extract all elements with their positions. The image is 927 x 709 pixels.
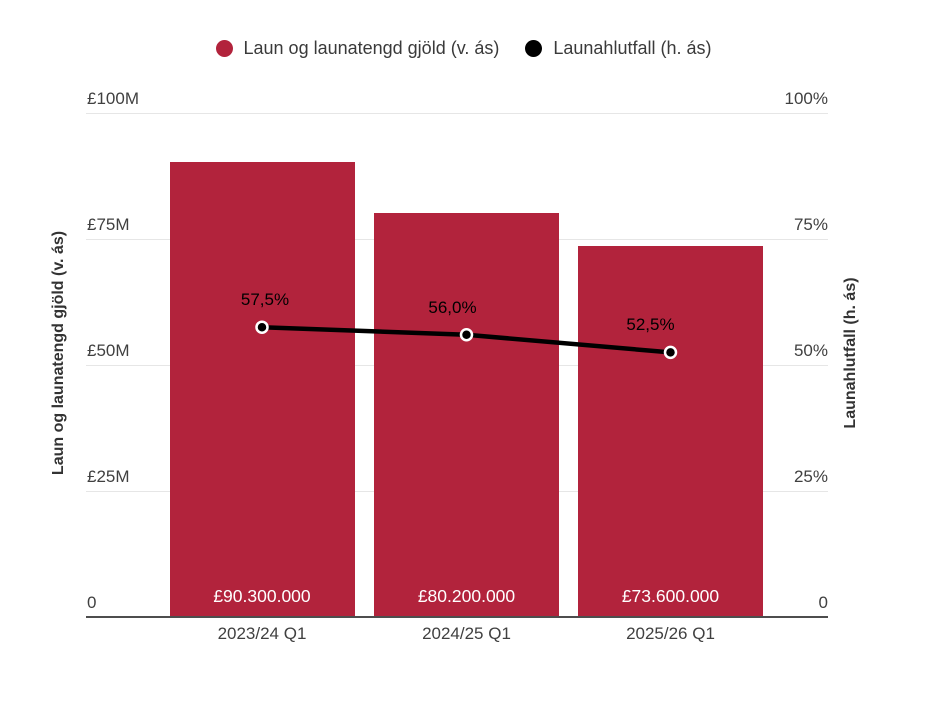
y-axis-tick-label-left: £25M (87, 467, 130, 486)
bar-value-label: £73.600.000 (621, 586, 720, 606)
legend-dot-icon (525, 39, 543, 57)
x-axis-label: 2025/26 Q1 (626, 624, 715, 643)
legend-item: Launahlutfall (h. ás) (525, 38, 711, 59)
bar[interactable] (374, 212, 559, 617)
bar[interactable] (578, 246, 763, 617)
x-axis-label: 2024/25 Q1 (422, 624, 511, 643)
y-axis-tick-label-left: 0 (87, 593, 97, 612)
legend-item: Laun og launatengd gjöld (v. ás) (215, 37, 500, 59)
x-axis-line (86, 616, 828, 618)
bar-value-label: £90.300.000 (213, 586, 311, 606)
legend: Laun og launatengd gjöld (v. ás) Launahlu… (0, 36, 927, 60)
left-axis-title: Laun og launatengd gjöld (v. ás) (50, 230, 67, 476)
y-axis-tick-label-left: £100M (87, 89, 139, 108)
point-value-label: 56,0% (428, 297, 477, 317)
bar[interactable] (169, 161, 355, 617)
legend-label: Launahlutfall (h. ás) (553, 37, 712, 58)
y-axis-tick-label-left: £75M (87, 215, 130, 234)
y-axis-tick-label-right: 0 (818, 593, 828, 612)
y-axis-tick-label-left: £50M (87, 341, 130, 360)
line-point[interactable] (663, 345, 678, 360)
x-axis-label: 2023/24 Q1 (217, 624, 307, 643)
legend-label: Laun og launatengd gjöld (v. ás) (243, 37, 500, 58)
line-point[interactable] (459, 328, 474, 342)
point-value-label: 52,5% (626, 315, 675, 335)
line-point[interactable] (255, 320, 269, 334)
right-axis-title: Launahlutfall (h. ás) (842, 277, 859, 429)
point-value-label: 57,5% (240, 290, 290, 310)
bar-value-label: £80.200.000 (417, 586, 516, 606)
y-axis-tick-label-right: 50% (793, 341, 828, 360)
y-axis-tick-label-right: 100% (784, 89, 828, 108)
y-axis-tick-label-right: 25% (793, 467, 828, 486)
gridline (86, 113, 828, 114)
legend-dot-icon (215, 39, 233, 57)
y-axis-tick-label-right: 75% (793, 215, 828, 234)
